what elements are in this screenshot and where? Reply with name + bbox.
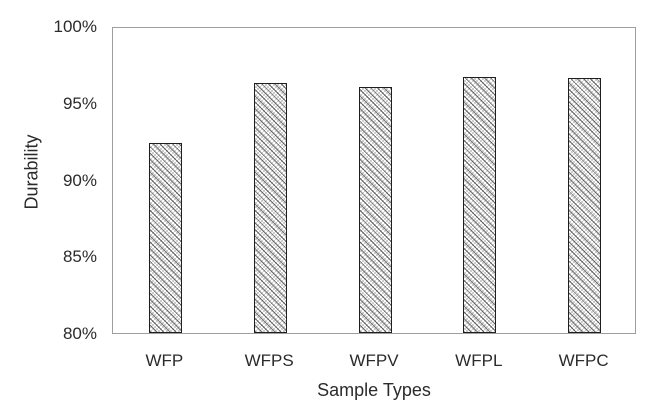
bar-WFPS	[253, 83, 287, 333]
bar-WFPV	[358, 87, 392, 333]
y-tick-label: 80%	[62, 324, 97, 343]
bar-WFPL	[463, 77, 497, 333]
x-category-label: WFPS	[244, 351, 294, 370]
x-category-label: WFPC	[558, 351, 609, 370]
bar-WFP	[148, 143, 182, 333]
bar-WFPC	[568, 78, 602, 333]
y-tick-label: 95%	[62, 93, 97, 113]
plot-area	[112, 27, 636, 334]
x-category-label: WFP	[145, 351, 184, 370]
x-category-label: WFPL	[455, 351, 503, 370]
y-tick-label: 100%	[53, 17, 97, 36]
y-tick-label: 85%	[62, 247, 97, 267]
x-axis-title: Sample Types	[317, 380, 431, 400]
x-category-label: WFPV	[349, 351, 399, 370]
y-tick-label: 90%	[62, 170, 97, 190]
